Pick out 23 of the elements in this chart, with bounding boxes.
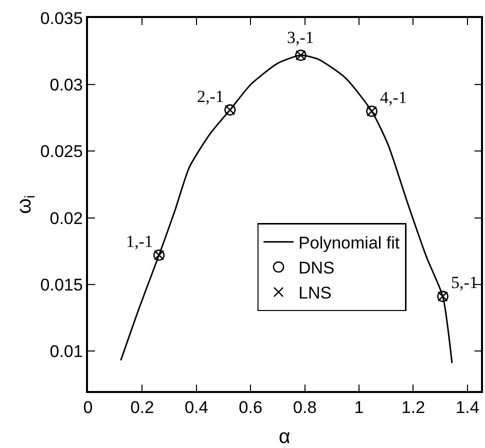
legend-label: Polynomial fit [298,234,400,253]
y-tick-label: 0.02 [50,208,83,228]
x-tick-label: 0.8 [293,398,317,418]
y-tick-label: 0.025 [40,142,83,162]
y-tick-label: 0.03 [50,76,83,95]
annotation: 3,-1 [287,28,314,47]
y-tick-label: 0.01 [50,342,83,361]
x-tick-label: 1.2 [401,398,426,418]
x-tick-label: 0.2 [130,398,154,418]
annotation: 1,-1 [126,232,153,251]
y-tick-label: 0.035 [40,8,83,28]
x-tick-label: 0.4 [184,398,208,418]
legend-label: LNS [298,284,332,303]
y-tick-label: 0.015 [40,275,83,294]
x-tick-label: 0 [83,398,93,418]
legend-label: DNS [298,258,334,278]
x-tick-label: 1 [354,398,364,418]
x-tick-label: 1.4 [456,398,480,418]
x-axis-title: α [278,426,290,448]
x-tick-label: 0.6 [238,398,262,418]
annotation: 5,-1 [451,273,478,292]
annotation: 4,-1 [380,88,407,107]
annotation: 2,-1 [197,87,224,106]
